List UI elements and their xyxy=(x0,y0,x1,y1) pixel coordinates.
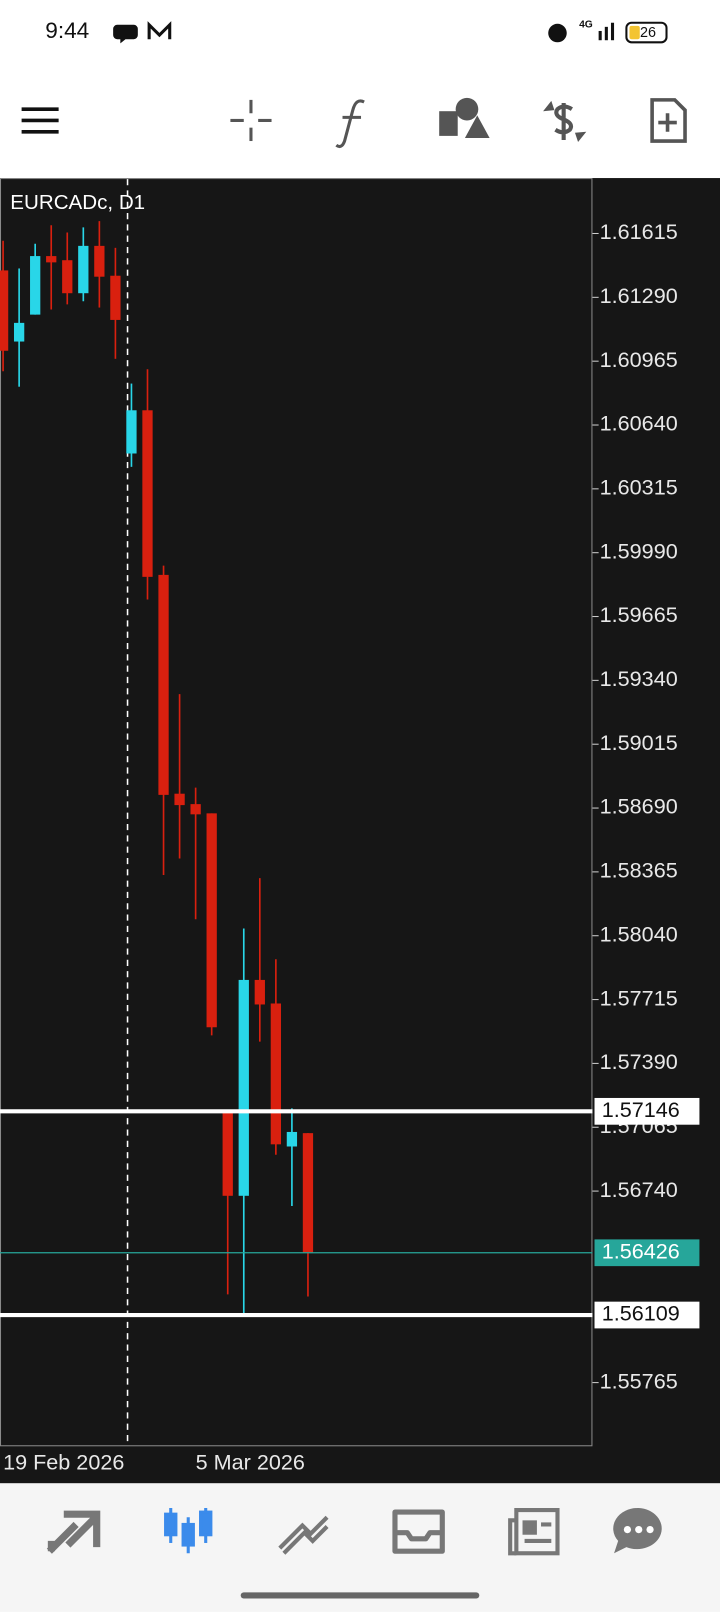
candle-body xyxy=(206,813,217,1028)
messages-tab[interactable] xyxy=(613,1507,662,1554)
objects-button[interactable] xyxy=(439,97,490,138)
bottom-nav xyxy=(0,1483,720,1612)
y-tick-label: 1.58365 xyxy=(600,858,678,883)
candle-body xyxy=(190,804,201,815)
candle-body xyxy=(62,260,73,294)
chart-tab[interactable] xyxy=(164,1507,213,1554)
trade-tab[interactable] xyxy=(278,1515,329,1555)
y-tick-label: 1.59665 xyxy=(600,602,678,627)
y-tick-label: 1.57715 xyxy=(600,985,678,1010)
candle-body xyxy=(254,979,265,1005)
price-level-tag xyxy=(594,1097,700,1125)
candle-body xyxy=(302,1133,314,1253)
y-tick-label: 1.59990 xyxy=(600,538,678,563)
price-level-label: 1.57146 xyxy=(602,1097,680,1122)
y-tick-label: 1.55765 xyxy=(600,1368,678,1393)
signal-bar xyxy=(610,22,615,41)
candle-body xyxy=(158,574,169,795)
status-time: 9:44 xyxy=(45,18,89,43)
y-tick-label: 1.60965 xyxy=(600,347,678,372)
candle-body xyxy=(30,256,41,315)
x-tick-label: 19 Feb 2026 xyxy=(3,1449,124,1474)
alarm-icon xyxy=(548,23,567,43)
menu-button[interactable] xyxy=(21,107,59,134)
y-tick-label: 1.60315 xyxy=(600,475,678,500)
candle-body xyxy=(286,1131,298,1147)
candle-body xyxy=(0,270,9,351)
signal-bar xyxy=(604,26,608,41)
history-tab[interactable] xyxy=(392,1509,445,1554)
x-tick-label: 5 Mar 2026 xyxy=(196,1449,305,1474)
signal-bar xyxy=(598,30,602,41)
price-level-tag xyxy=(594,1239,700,1267)
y-tick-label: 1.61615 xyxy=(600,219,678,244)
candle-body xyxy=(142,410,153,577)
candle-body xyxy=(110,275,121,320)
symbols-button[interactable] xyxy=(543,100,587,143)
network-type: 4G xyxy=(579,20,593,31)
mail-icon xyxy=(147,21,172,40)
candle-body xyxy=(13,322,25,342)
candle-body xyxy=(238,979,249,1196)
price-level-label: 1.56109 xyxy=(602,1301,680,1326)
chart-frame xyxy=(0,178,593,1447)
y-tick-label: 1.61290 xyxy=(600,283,678,308)
candle-body xyxy=(126,410,137,454)
chart-bg xyxy=(0,178,720,1484)
candle-body xyxy=(222,1111,233,1196)
y-tick-label: 1.56740 xyxy=(600,1177,678,1202)
price-level-label: 1.56426 xyxy=(602,1238,680,1263)
battery xyxy=(625,21,668,44)
candle-body xyxy=(46,256,57,263)
y-tick-label: 1.59015 xyxy=(600,730,678,755)
y-tick-label: 1.57390 xyxy=(600,1049,678,1074)
news-tab[interactable] xyxy=(508,1507,560,1556)
candle-body xyxy=(270,1003,282,1145)
plot: 1.61615 1.61290 1.60965 1.60640 1.60315 1.599… xyxy=(0,219,700,1474)
quotes-tab[interactable] xyxy=(46,1510,101,1554)
y-tick-label: 1.60640 xyxy=(600,411,678,436)
price-level-tag xyxy=(594,1301,700,1329)
battery-level xyxy=(629,25,640,40)
chart-symbol: EURCADc, D1 xyxy=(10,191,145,214)
new-order-button[interactable] xyxy=(650,98,687,143)
y-tick-label: 1.58040 xyxy=(600,921,678,946)
candle-body xyxy=(78,245,89,294)
chat-icon xyxy=(113,24,138,44)
y-tick-label: 1.58690 xyxy=(600,794,678,819)
crosshair-button[interactable] xyxy=(230,99,272,142)
y-tick-label: 1.59340 xyxy=(600,666,678,691)
candle-body xyxy=(174,793,185,806)
indicators-button[interactable] xyxy=(335,99,365,149)
home-indicator xyxy=(240,1592,480,1599)
battery-percent: 26 xyxy=(640,25,656,41)
candle-body xyxy=(94,245,105,277)
